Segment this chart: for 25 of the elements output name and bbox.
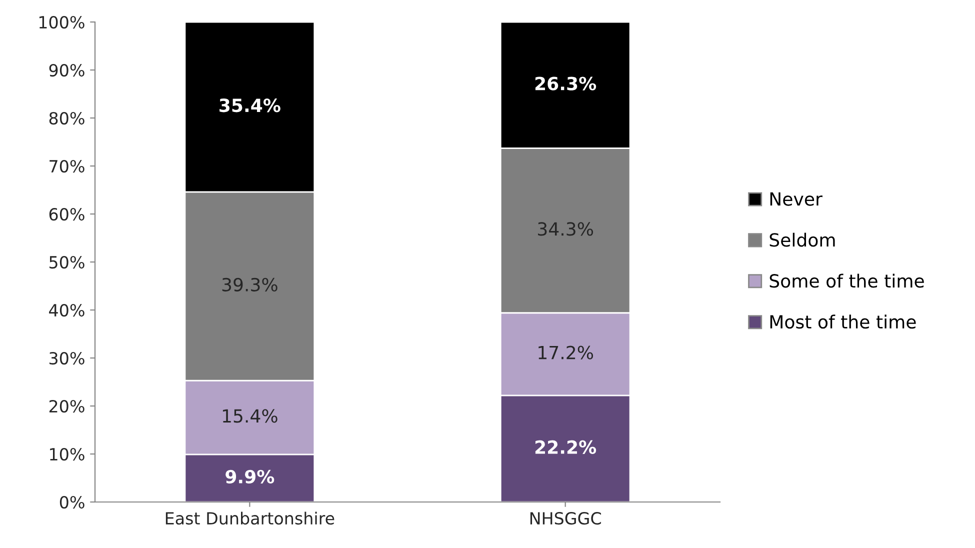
x-tick-label: East Dunbartonshire — [166, 512, 334, 525]
y-tick-label: 60% — [49, 208, 84, 221]
y-tick-label: 80% — [49, 112, 84, 125]
legend-label: Some of the time — [770, 274, 924, 288]
y-tick-label: 100% — [39, 16, 84, 29]
data-label: 35.4% — [220, 98, 280, 112]
data-label: 9.9% — [226, 470, 274, 484]
y-tick-label: 10% — [50, 448, 84, 461]
legend-label: Seldom — [770, 232, 835, 247]
y-tick-label: 70% — [50, 160, 84, 173]
legend-label: Most of the time — [770, 314, 916, 329]
data-label: 17.2% — [538, 346, 594, 360]
data-label: 22.2% — [535, 440, 596, 454]
data-label: 15.4% — [222, 409, 278, 423]
y-tick-label: 40% — [49, 304, 84, 317]
y-tick-label: 20% — [49, 400, 84, 413]
y-tick-label: 50% — [50, 256, 84, 269]
y-tick-label: 90% — [49, 64, 84, 77]
y-tick-label: 30% — [50, 352, 84, 365]
x-tick-label: NHSGGC — [530, 512, 601, 525]
data-label: 39.3% — [222, 278, 278, 292]
y-tick-label: 0% — [60, 496, 84, 509]
legend-label: Never — [770, 192, 822, 206]
data-label: 26.3% — [535, 76, 596, 90]
data-label: 34.3% — [538, 222, 594, 236]
